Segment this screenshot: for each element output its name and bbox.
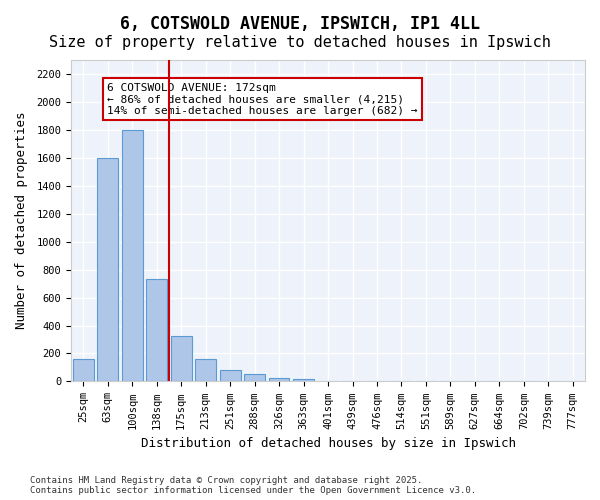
Bar bbox=[195, 359, 216, 382]
X-axis label: Distribution of detached houses by size in Ipswich: Distribution of detached houses by size … bbox=[140, 437, 515, 450]
Bar bbox=[269, 378, 289, 382]
Bar bbox=[97, 158, 118, 382]
Text: Contains HM Land Registry data © Crown copyright and database right 2025.
Contai: Contains HM Land Registry data © Crown c… bbox=[30, 476, 476, 495]
Text: 6, COTSWOLD AVENUE, IPSWICH, IP1 4LL: 6, COTSWOLD AVENUE, IPSWICH, IP1 4LL bbox=[120, 15, 480, 33]
Bar bbox=[244, 374, 265, 382]
Y-axis label: Number of detached properties: Number of detached properties bbox=[15, 112, 28, 330]
Text: 6 COTSWOLD AVENUE: 172sqm
← 86% of detached houses are smaller (4,215)
14% of se: 6 COTSWOLD AVENUE: 172sqm ← 86% of detac… bbox=[107, 82, 418, 116]
Text: Size of property relative to detached houses in Ipswich: Size of property relative to detached ho… bbox=[49, 35, 551, 50]
Bar bbox=[73, 359, 94, 382]
Bar bbox=[146, 280, 167, 382]
Bar bbox=[293, 378, 314, 382]
Bar bbox=[171, 336, 191, 382]
Bar bbox=[220, 370, 241, 382]
Bar bbox=[122, 130, 143, 382]
